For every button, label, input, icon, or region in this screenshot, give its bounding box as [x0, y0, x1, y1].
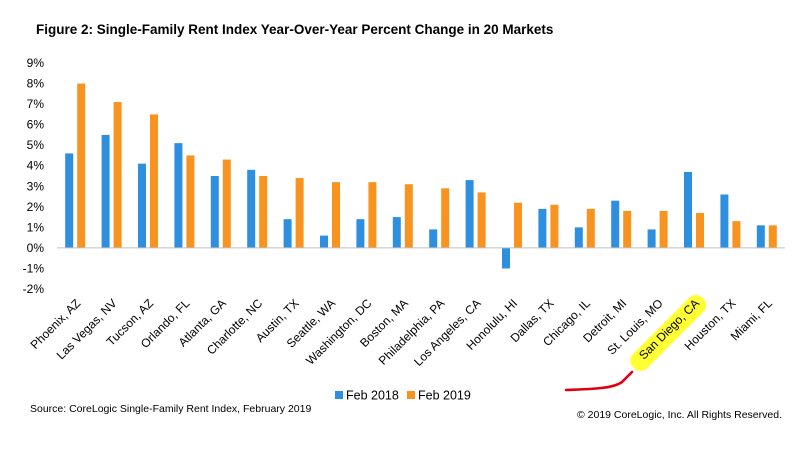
bar [356, 219, 365, 248]
bar [65, 153, 74, 248]
y-tick-label: 0% [27, 241, 45, 255]
bar [684, 171, 692, 248]
legend: Feb 2018 Feb 2019 [335, 389, 471, 403]
bar [101, 134, 110, 248]
chart-title: Figure 2: Single-Family Rent Index Year-… [36, 22, 553, 37]
bar [465, 180, 474, 248]
bar [283, 219, 292, 248]
bar [77, 83, 86, 248]
bar [404, 184, 413, 248]
legend-label: Feb 2019 [418, 389, 471, 403]
y-tick-label: 2% [27, 200, 45, 214]
bar [295, 178, 304, 248]
annotation-stroke [564, 370, 634, 392]
y-tick-label: 5% [27, 138, 45, 152]
bar [174, 143, 183, 248]
bar [538, 208, 547, 248]
bar [186, 155, 195, 248]
bar [659, 210, 668, 248]
bar [477, 192, 486, 248]
bar [514, 202, 522, 248]
y-axis-ticks: -2% -1% 0% 1% 2% 3% 4% 5% 6% 7% 8% 9% [23, 56, 45, 296]
bar [210, 176, 219, 248]
bar [586, 208, 595, 248]
bar [768, 225, 777, 248]
bar [623, 210, 632, 248]
bar [550, 204, 559, 248]
bar [647, 229, 656, 248]
y-tick-label: 4% [27, 159, 45, 173]
y-tick-label: 9% [27, 56, 45, 70]
bar [392, 217, 401, 248]
y-tick-label: 8% [27, 77, 45, 91]
legend-label: Feb 2018 [346, 389, 399, 403]
legend-swatch [407, 391, 415, 399]
highlight-layer [630, 295, 707, 371]
bar [113, 102, 122, 248]
bar [441, 188, 450, 248]
bar [732, 221, 741, 248]
bar [611, 200, 620, 248]
bar [332, 182, 340, 248]
highlight-marker [630, 295, 707, 371]
y-tick-label: 6% [27, 118, 45, 132]
legend-swatch [335, 391, 343, 399]
category-label: Philadelphia, PA [376, 296, 448, 368]
bar [138, 163, 146, 248]
bar [368, 182, 377, 248]
bar [502, 247, 510, 269]
bar [222, 159, 231, 248]
bar [696, 212, 704, 248]
bar [429, 229, 438, 248]
y-tick-label: -2% [23, 282, 45, 296]
y-tick-label: 3% [27, 179, 45, 193]
bar [320, 235, 328, 248]
bars [65, 83, 777, 269]
category-label: Washington, DC [303, 296, 375, 368]
copyright-note: © 2019 CoreLogic, Inc. All Rights Reserv… [577, 409, 782, 421]
bar [259, 176, 268, 248]
bar [150, 114, 158, 248]
bar [247, 169, 256, 248]
bar [720, 194, 729, 248]
y-tick-label: 7% [27, 97, 45, 111]
y-tick-label: -1% [23, 261, 45, 275]
source-note: Source: CoreLogic Single-Family Rent Ind… [30, 403, 311, 415]
bar [574, 227, 583, 248]
y-tick-label: 1% [27, 220, 45, 234]
bar [756, 225, 765, 248]
